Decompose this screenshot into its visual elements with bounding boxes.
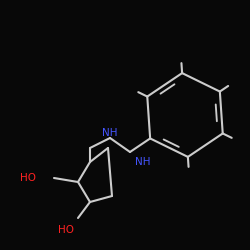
Text: NH: NH bbox=[102, 128, 118, 138]
Text: HO: HO bbox=[58, 225, 74, 235]
Text: HO: HO bbox=[20, 173, 36, 183]
Text: NH: NH bbox=[135, 157, 150, 167]
